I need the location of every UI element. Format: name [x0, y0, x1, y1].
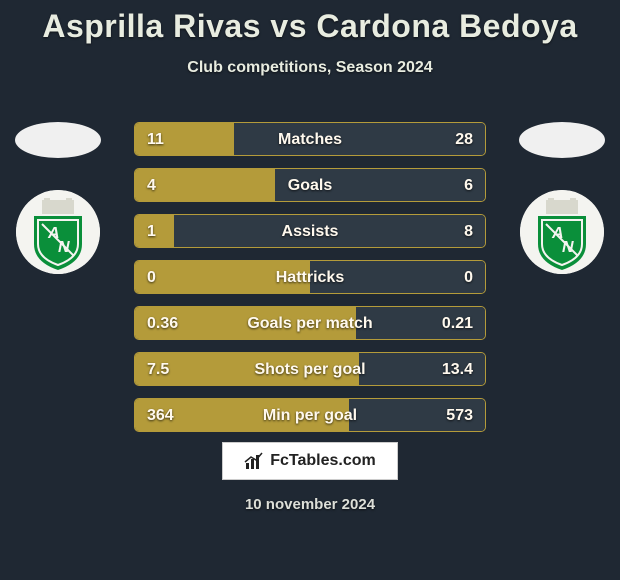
- stat-fill-left: [135, 169, 275, 201]
- shield-icon: A N: [520, 190, 604, 274]
- brand-badge[interactable]: FcTables.com: [222, 442, 398, 480]
- stat-row: 1128Matches: [134, 122, 486, 156]
- stat-fill-right: [349, 399, 485, 431]
- stat-fill-right: [174, 215, 485, 247]
- stat-fill-left: [135, 399, 349, 431]
- stat-fill-left: [135, 353, 359, 385]
- stat-row: 0.360.21Goals per match: [134, 306, 486, 340]
- stat-fill-left: [135, 261, 310, 293]
- stat-row: 364573Min per goal: [134, 398, 486, 432]
- player-photo-placeholder: [15, 122, 101, 158]
- bar-chart-icon: [244, 451, 264, 471]
- stat-fill-left: [135, 215, 174, 247]
- stat-fill-right: [359, 353, 485, 385]
- stat-fill-left: [135, 307, 356, 339]
- stat-row: 46Goals: [134, 168, 486, 202]
- stat-row: 7.513.4Shots per goal: [134, 352, 486, 386]
- stat-row: 00Hattricks: [134, 260, 486, 294]
- comparison-bars: 1128Matches 46Goals 18Assists 00Hattricks 0.…: [134, 122, 486, 444]
- brand-text: FcTables.com: [270, 452, 376, 470]
- page-title: Asprilla Rivas vs Cardona Bedoya: [0, 0, 620, 45]
- stat-fill-right: [356, 307, 485, 339]
- player-photo-placeholder: [519, 122, 605, 158]
- stat-fill-right: [275, 169, 485, 201]
- stat-row: 18Assists: [134, 214, 486, 248]
- shield-icon: A N: [16, 190, 100, 274]
- date-caption: 10 november 2024: [0, 496, 620, 513]
- stat-fill-right: [310, 261, 485, 293]
- player-right: A N: [502, 122, 620, 274]
- player-left: A N: [0, 122, 118, 274]
- subtitle: Club competitions, Season 2024: [0, 59, 620, 77]
- stat-fill-left: [135, 123, 234, 155]
- stat-fill-right: [234, 123, 485, 155]
- club-crest-left: A N: [16, 190, 100, 274]
- club-crest-right: A N: [520, 190, 604, 274]
